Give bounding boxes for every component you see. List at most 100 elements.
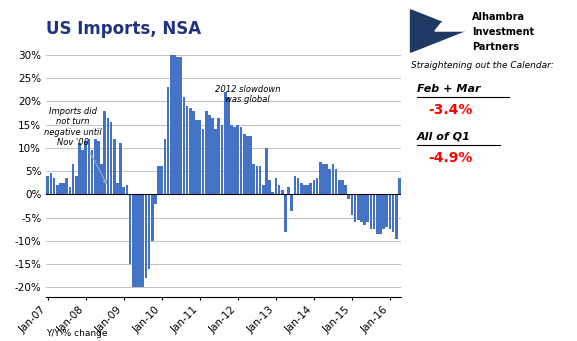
Bar [335,169,338,194]
Bar [88,138,90,194]
Bar [249,136,252,194]
Bar [103,111,106,194]
Bar [110,122,113,194]
Bar [303,185,306,194]
Bar [392,194,395,232]
Bar [382,194,385,229]
Bar [319,162,321,194]
Bar [271,192,274,194]
Text: US Imports, NSA: US Imports, NSA [46,20,201,38]
Bar [364,194,366,225]
Bar [344,185,347,194]
Bar [62,183,65,194]
Bar [138,194,141,287]
Bar [233,127,236,194]
Bar [145,194,147,278]
Bar [151,194,153,241]
Bar [129,194,132,264]
Polygon shape [435,18,464,31]
Bar [46,176,49,194]
Bar [306,185,309,194]
Bar [113,138,115,194]
Bar [59,183,62,194]
Bar [78,143,81,194]
Bar [300,183,302,194]
Bar [246,136,249,194]
Bar [75,176,77,194]
Bar [230,124,233,194]
Bar [211,118,214,194]
Bar [262,185,264,194]
Bar [208,115,211,194]
Bar [278,185,280,194]
Bar [275,178,277,194]
Bar [357,194,359,220]
Bar [179,57,182,194]
Bar [243,134,246,194]
Bar [227,97,230,194]
Bar [309,183,312,194]
Bar [268,180,271,194]
Bar [195,120,198,194]
Bar [160,166,163,194]
Bar [256,166,258,194]
Text: Y/Y % change: Y/Y % change [46,329,108,338]
Bar [214,129,217,194]
Bar [189,108,192,194]
Bar [119,143,122,194]
Text: Alhambra: Alhambra [473,12,525,22]
Bar [284,194,287,232]
Bar [290,194,293,211]
Bar [167,87,170,194]
Bar [281,190,283,194]
Bar [91,150,93,194]
Bar [338,180,340,194]
Bar [328,169,331,194]
Bar [100,164,103,194]
Bar [366,194,369,222]
Bar [132,194,134,287]
Bar [385,194,388,227]
Text: Straightening out the Calendar:: Straightening out the Calendar: [411,61,554,70]
Bar [84,141,87,194]
Bar [183,97,185,194]
Bar [173,55,176,194]
Bar [398,178,401,194]
Bar [379,194,382,234]
Bar [94,138,96,194]
Bar [154,194,157,204]
Bar [141,194,144,287]
Bar [218,118,220,194]
Bar [316,178,319,194]
Text: 2012 slowdown
was global: 2012 slowdown was global [215,85,280,104]
Bar [395,194,398,239]
Bar [177,57,179,194]
Text: Partners: Partners [473,42,519,52]
Bar [373,194,376,229]
Polygon shape [410,10,464,52]
Bar [164,138,166,194]
Bar [297,178,299,194]
Bar [148,194,151,269]
Bar [50,174,53,194]
Bar [56,185,59,194]
Bar [224,92,227,194]
Bar [351,194,353,215]
Bar [360,194,363,222]
Bar [198,120,201,194]
Bar [81,150,84,194]
Bar [97,141,100,194]
Bar [65,178,68,194]
Bar [287,188,290,194]
Bar [325,164,328,194]
Bar [72,164,74,194]
Bar [126,185,128,194]
Bar [107,118,109,194]
Bar [186,106,189,194]
Text: Investment: Investment [473,27,534,37]
Bar [237,124,239,194]
Bar [332,164,334,194]
Bar [135,194,138,287]
Bar [170,55,173,194]
Text: Imports did
not turn
negative until
Nov '08: Imports did not turn negative until Nov … [44,107,106,183]
